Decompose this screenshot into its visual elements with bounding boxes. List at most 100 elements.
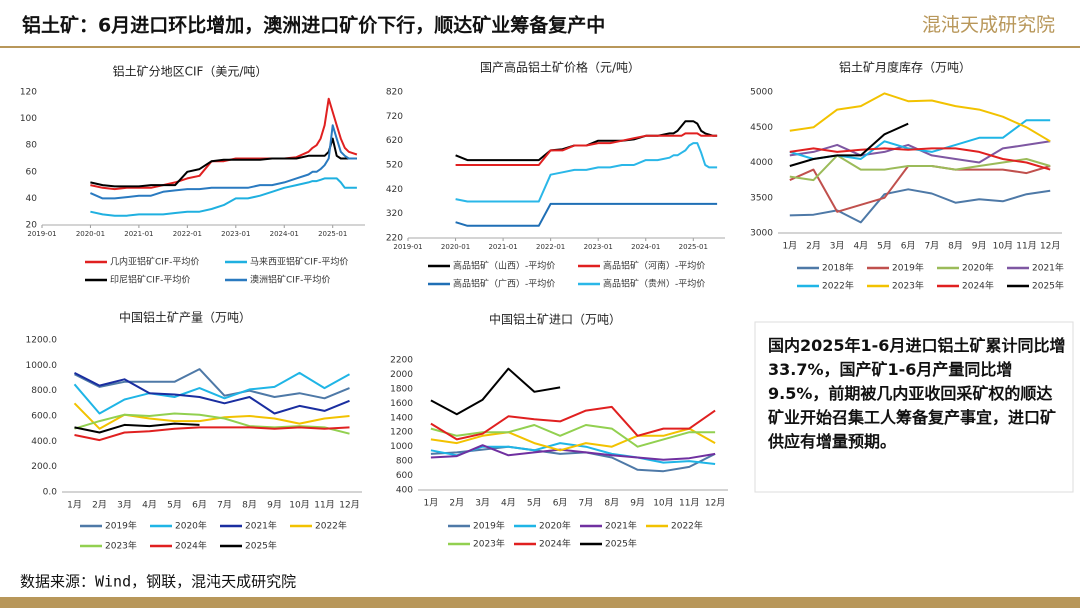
chart-title: 中国铝土矿进口（万吨） [489,312,621,327]
x-tick-label: 2021-01 [488,243,517,251]
x-tick-label: 3月 [117,500,132,511]
legend-label: 高品铝矿（山西）-平均价 [453,260,555,272]
x-tick-label: 6月 [901,241,916,252]
y-tick-label: 1800 [390,384,413,394]
series-line [789,165,1051,213]
y-tick-label: 120 [20,88,37,98]
legend-label: 澳洲铝矿CIF-平均价 [250,274,330,286]
y-tick-label: 1200.0 [26,336,58,346]
legend-label: 2024年 [962,280,994,292]
legend-label: 2023年 [473,538,505,550]
legend-label: 2019年 [473,520,505,532]
series-line [74,422,200,434]
y-tick-label: 620 [386,136,403,146]
x-tick-label: 2022-01 [173,230,202,238]
x-tick-label: 2023-01 [221,230,250,238]
y-tick-label: 3000 [750,229,773,239]
x-tick-label: 3月 [475,498,490,509]
x-tick-label: 6月 [192,500,207,511]
note-text: 国内2025年1-6月进口铝土矿累计同比增33.7%，国产矿1-6月产量同比增9… [768,336,1066,451]
y-tick-label: 400 [396,486,413,496]
chart-title: 铝土矿月度库存（万吨） [839,60,971,75]
series-line [430,427,716,452]
slide-title: 铝土矿：6月进口环比增加，澳洲进口矿价下行，顺达矿业筹备复产中 [22,14,605,37]
legend-label: 马来西亚铝矿CIF-平均价 [250,256,348,268]
legend-label: 2023年 [105,540,137,552]
y-tick-label: 20 [26,221,38,231]
series-line [789,154,1051,182]
y-tick-label: 3500 [750,193,773,203]
legend-label: 高品铝矿（河南）-平均价 [603,260,705,272]
legend-label: 2022年 [315,520,347,532]
x-tick-label: 2020-01 [76,230,105,238]
x-tick-label: 2024-01 [270,230,299,238]
legend-label: 2021年 [245,520,277,532]
logo: 混沌天成研究院 [922,14,1055,36]
x-tick-label: 12月 [1040,241,1060,252]
x-tick-label: 4月 [853,241,868,252]
legend-label: 2021年 [605,520,637,532]
x-tick-label: 2019-01 [393,243,422,251]
note-box [754,321,1074,493]
x-tick-label: 1月 [782,241,797,252]
series-line [455,120,718,162]
source: 数据来源：Wind，钢联，混沌天成研究院 [20,573,296,591]
legend-label: 2020年 [962,262,994,274]
series-line [74,412,350,435]
x-tick-label: 7月 [924,241,939,252]
y-tick-label: 320 [386,209,403,219]
y-tick-label: 220 [386,234,403,244]
x-tick-label: 2025-01 [679,243,708,251]
legend-label: 2025年 [605,538,637,550]
y-tick-label: 200.0 [31,462,57,472]
x-tick-label: 2月 [449,498,464,509]
x-tick-label: 8月 [948,241,963,252]
series-line [73,402,350,430]
legend-label: 印尼铝矿CIF-平均价 [110,274,190,286]
series-line [430,442,716,465]
series-line [90,137,357,188]
x-tick-label: 2021-01 [124,230,153,238]
series-line [455,142,718,203]
x-tick-label: 2月 [92,500,107,511]
x-tick-label: 4月 [142,500,157,511]
y-tick-label: 100 [20,114,37,124]
x-tick-label: 7月 [217,500,232,511]
x-tick-label: 2月 [806,241,821,252]
legend-label: 几内亚铝矿CIF-平均价 [110,256,199,268]
y-tick-label: 800.0 [31,386,57,396]
legend-label: 高品铝矿（广西）-平均价 [453,278,555,290]
y-tick-label: 600 [396,471,413,481]
y-tick-label: 1000.0 [26,361,58,371]
legend-label: 2019年 [105,520,137,532]
x-tick-label: 5月 [527,498,542,509]
series-line [789,147,1051,171]
series-line [90,124,357,200]
y-tick-label: 2200 [390,356,413,366]
y-tick-label: 820 [386,88,403,98]
x-tick-label: 5月 [167,500,182,511]
legend-label: 2020年 [539,520,571,532]
y-tick-label: 5000 [750,88,773,98]
series-line [455,202,718,227]
y-tick-label: 1000 [390,442,413,452]
x-tick-label: 2020-01 [441,243,470,251]
x-tick-label: 8月 [604,498,619,509]
series-line [789,92,1051,143]
series-line [789,122,909,167]
y-tick-label: 420 [386,185,403,195]
x-tick-label: 9月 [972,241,987,252]
series-line [430,424,716,448]
chart-title: 国产高品铝土矿价格（元/吨） [480,60,640,75]
legend-label: 2020年 [175,520,207,532]
y-tick-label: 4500 [750,123,773,133]
chart-title: 铝土矿分地区CIF（美元/吨） [113,64,268,79]
y-tick-label: 0.0 [43,488,58,498]
y-tick-label: 720 [386,112,403,122]
legend-label: 高品铝矿（贵州）-平均价 [603,278,705,290]
y-tick-label: 520 [386,161,403,171]
x-tick-label: 1月 [424,498,439,509]
series-line [789,119,1051,160]
y-tick-label: 1200 [390,428,413,438]
